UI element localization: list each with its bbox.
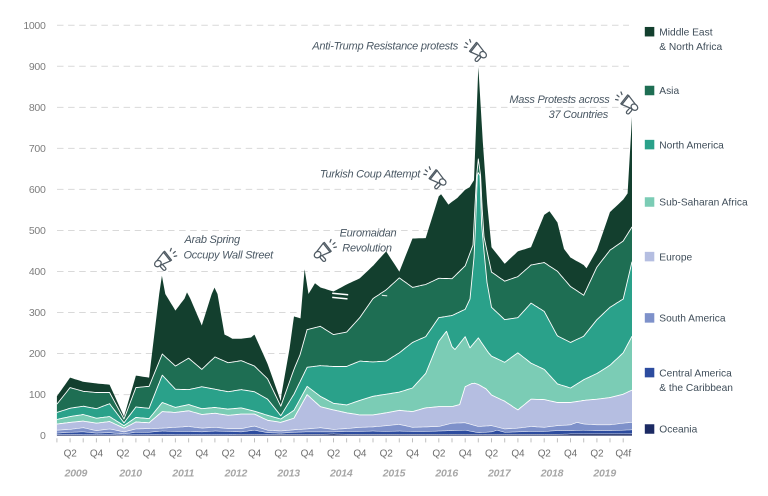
svg-text:Q2: Q2 xyxy=(116,448,130,459)
svg-text:100: 100 xyxy=(29,389,46,401)
svg-text:Anti-Trump Resistance protests: Anti-Trump Resistance protests xyxy=(311,40,458,52)
svg-text:Middle East: Middle East xyxy=(659,27,712,38)
svg-text:Q4: Q4 xyxy=(248,448,262,459)
svg-text:Q4: Q4 xyxy=(90,448,104,459)
svg-text:2017: 2017 xyxy=(487,468,512,480)
svg-text:Q2: Q2 xyxy=(432,448,446,459)
svg-text:2013: 2013 xyxy=(276,468,300,480)
svg-text:2009: 2009 xyxy=(64,468,88,480)
svg-text:37 Countries: 37 Countries xyxy=(549,109,609,121)
svg-text:South America: South America xyxy=(659,314,726,325)
svg-text:900: 900 xyxy=(29,61,46,73)
svg-text:Q2: Q2 xyxy=(327,448,341,459)
svg-text:300: 300 xyxy=(29,307,46,319)
svg-text:Q2: Q2 xyxy=(380,448,394,459)
svg-text:Asia: Asia xyxy=(659,86,679,97)
svg-text:400: 400 xyxy=(29,266,46,278)
svg-text:800: 800 xyxy=(29,102,46,114)
svg-text:Q4f: Q4f xyxy=(615,448,631,459)
svg-text:Oceania: Oceania xyxy=(659,425,697,436)
svg-text:Q2: Q2 xyxy=(538,448,552,459)
svg-text:2015: 2015 xyxy=(382,468,406,480)
svg-text:Q4: Q4 xyxy=(143,448,157,459)
svg-text:Q2: Q2 xyxy=(485,448,499,459)
svg-text:700: 700 xyxy=(29,143,46,155)
svg-text:500: 500 xyxy=(29,225,46,237)
svg-text:Occupy Wall Street: Occupy Wall Street xyxy=(184,250,275,262)
svg-text:2012: 2012 xyxy=(224,468,248,480)
svg-text:0: 0 xyxy=(40,430,46,442)
svg-text:1000: 1000 xyxy=(23,20,46,32)
svg-text:Mass Protests across: Mass Protests across xyxy=(509,94,610,106)
svg-text:2011: 2011 xyxy=(171,468,194,480)
svg-text:Arab Spring: Arab Spring xyxy=(184,234,241,246)
svg-text:& the Caribbean: & the Caribbean xyxy=(659,383,733,394)
svg-text:Q4: Q4 xyxy=(511,448,525,459)
svg-text:2016: 2016 xyxy=(434,468,458,480)
svg-text:Q4: Q4 xyxy=(406,448,420,459)
svg-text:2019: 2019 xyxy=(592,468,616,480)
svg-text:North America: North America xyxy=(659,140,724,151)
svg-text:600: 600 xyxy=(29,184,46,196)
svg-text:Q2: Q2 xyxy=(169,448,183,459)
svg-text:Euromaidan: Euromaidan xyxy=(340,228,397,240)
svg-text:Q2: Q2 xyxy=(274,448,288,459)
svg-text:Turkish Coup Attempt: Turkish Coup Attempt xyxy=(320,169,421,181)
svg-text:Revolution: Revolution xyxy=(342,243,392,255)
svg-text:200: 200 xyxy=(29,348,46,360)
svg-text:2014: 2014 xyxy=(329,468,353,480)
svg-text:Europe: Europe xyxy=(659,252,692,263)
svg-text:Q4: Q4 xyxy=(459,448,473,459)
svg-text:& North Africa: & North Africa xyxy=(659,42,722,53)
svg-text:Q2: Q2 xyxy=(64,448,78,459)
svg-text:Q4: Q4 xyxy=(353,448,367,459)
svg-text:Q4: Q4 xyxy=(195,448,209,459)
svg-text:Q2: Q2 xyxy=(590,448,604,459)
svg-text:2010: 2010 xyxy=(118,468,142,480)
svg-text:Sub-Saharan Africa: Sub-Saharan Africa xyxy=(659,198,748,209)
svg-text:Q4: Q4 xyxy=(564,448,578,459)
svg-text:Central America: Central America xyxy=(659,368,732,379)
svg-text:2018: 2018 xyxy=(540,468,564,480)
svg-text:Q4: Q4 xyxy=(301,448,315,459)
svg-text:Q2: Q2 xyxy=(222,448,236,459)
